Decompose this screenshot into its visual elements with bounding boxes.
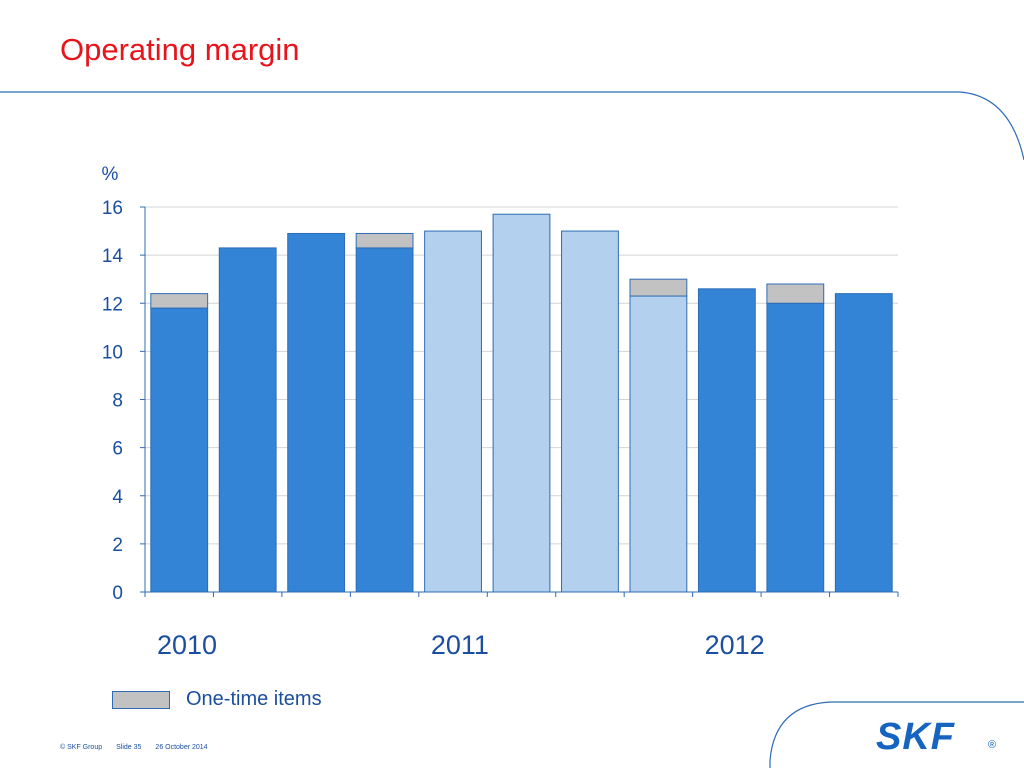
y-axis-unit-label: %	[102, 164, 119, 185]
year-label: 2012	[704, 630, 765, 660]
footer-slide-number: Slide 35	[116, 744, 142, 751]
footer-copyright: © SKF Group	[60, 744, 103, 751]
bar-one-time-segment	[355, 232, 414, 249]
bar	[697, 288, 756, 593]
skf-logo-text: SKF	[876, 718, 956, 754]
y-tick-label: 6	[112, 439, 123, 460]
legend-swatch-one-time-items	[112, 690, 170, 709]
y-tick-label: 10	[102, 342, 123, 363]
bar	[150, 307, 209, 593]
bar	[492, 213, 551, 593]
y-tick-label: 16	[102, 198, 123, 219]
y-tick-label: 4	[112, 487, 123, 508]
bar-one-time-segment	[629, 278, 688, 297]
slide-title: Operating margin	[60, 32, 300, 67]
footer-date: 26 October 2014	[155, 744, 208, 751]
bar	[355, 247, 414, 593]
footer: © SKF Group Slide 35 26 October 2014	[60, 744, 222, 751]
bar	[218, 247, 277, 593]
skf-logo: SKF ®	[876, 718, 996, 754]
bar	[287, 232, 346, 593]
bottom-corner-curve	[769, 701, 1024, 768]
y-tick-label: 12	[102, 294, 123, 315]
y-tick-label: 2	[112, 535, 123, 556]
bar	[629, 295, 688, 593]
bar-one-time-segment	[150, 293, 209, 309]
bars	[150, 213, 893, 593]
top-divider-curve	[0, 91, 1024, 161]
y-tick-label: 0	[112, 583, 123, 604]
y-tick-label: 8	[112, 391, 123, 412]
bar	[561, 230, 619, 593]
bar	[424, 230, 482, 593]
bar	[834, 293, 893, 593]
axes: 0 2 4 6 8 10 12 14 16	[102, 198, 899, 604]
legend: One-time items	[112, 688, 322, 711]
bar	[766, 302, 825, 593]
y-tick-label: 14	[102, 246, 124, 267]
year-label: 2010	[157, 630, 218, 660]
legend-label-one-time-items: One-time items	[186, 688, 322, 710]
bar-one-time-segment	[766, 283, 825, 304]
year-label: 2011	[430, 630, 489, 660]
registered-mark: ®	[988, 739, 996, 751]
